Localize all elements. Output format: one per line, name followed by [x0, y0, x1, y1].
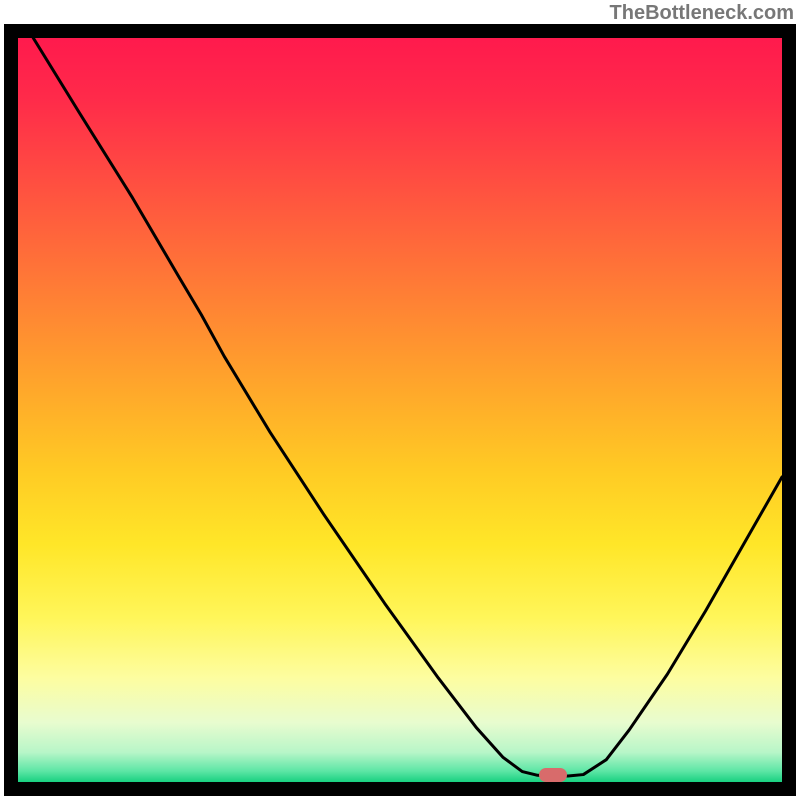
curve-layer	[18, 38, 782, 782]
watermark-text: TheBottleneck.com	[610, 2, 794, 25]
plot-frame	[4, 24, 796, 796]
plot-area	[18, 38, 782, 782]
optimal-point-marker	[539, 768, 567, 782]
figure-container: TheBottleneck.com	[0, 0, 800, 800]
bottleneck-curve	[33, 38, 782, 776]
